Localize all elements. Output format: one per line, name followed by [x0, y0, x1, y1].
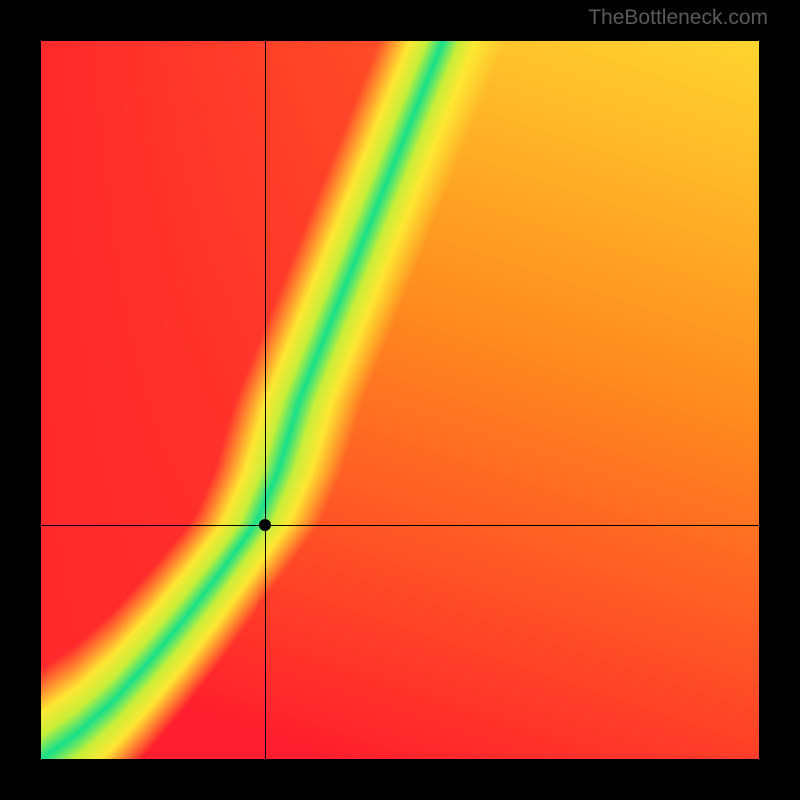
selection-marker [259, 519, 271, 531]
crosshair-horizontal [41, 525, 759, 526]
watermark-text: TheBottleneck.com [588, 6, 768, 30]
crosshair-vertical [265, 41, 266, 759]
plot-area [41, 41, 759, 759]
bottleneck-heatmap [41, 41, 759, 759]
